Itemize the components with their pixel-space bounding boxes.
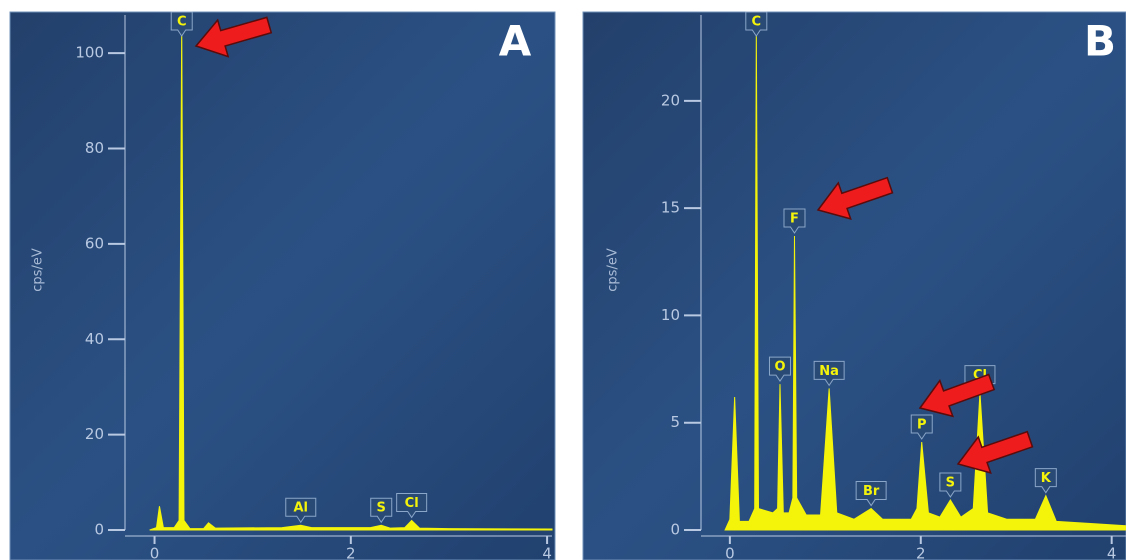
spectrum: [149, 19, 553, 531]
x-tick-label: 4: [1107, 545, 1117, 560]
peak-label: O: [774, 360, 785, 375]
peak-label: Cl: [405, 496, 419, 511]
arrow: [918, 373, 996, 418]
peak-label-box: [783, 208, 806, 234]
peak-label-box: [370, 497, 393, 524]
peak-label-box: [1034, 468, 1057, 494]
y-axis-label: cps/eV: [31, 248, 46, 292]
peak-label-box: [396, 492, 428, 519]
peak-label: S: [377, 501, 386, 516]
peak-label: P: [917, 418, 927, 433]
peak-label: Na: [819, 364, 839, 379]
panel-letter: B: [1084, 17, 1116, 66]
y-tick-label: 60: [85, 234, 104, 252]
peak-label-box: [910, 414, 933, 440]
arrows: [194, 16, 1034, 474]
y-tick-label: 80: [85, 139, 104, 157]
peak-label-box: [855, 481, 887, 507]
y-tick-label: 10: [661, 306, 680, 324]
y-tick-label: 15: [661, 199, 680, 217]
y-tick-label: 20: [85, 425, 104, 443]
spectrum: [724, 25, 1126, 531]
chart-panel: 0 20 40 60 80 100 0 2 4 cps/eV C Al S Cl A: [9, 11, 556, 560]
x-tick-label: 2: [916, 545, 926, 560]
y-tick-label: 5: [670, 413, 680, 431]
x-tick-label: 4: [542, 545, 552, 560]
y-tick-label: 100: [75, 44, 104, 62]
peak-label: K: [1041, 471, 1052, 486]
y-axis-label: cps/eV: [606, 248, 621, 292]
charts: 0 20 40 60 80 100 0 2 4 cps/eV C Al S Cl A 0 5 10 15 20 0 2 4 c…: [9, 11, 1126, 560]
peak-label: C: [177, 15, 187, 30]
peak-label: C: [752, 15, 762, 30]
y-tick-label: 40: [85, 330, 104, 348]
panel-background: [9, 11, 556, 560]
x-tick-label: 2: [346, 545, 356, 560]
arrow: [956, 430, 1034, 474]
x-tick-label: 0: [150, 545, 160, 560]
arrow: [194, 16, 273, 58]
y-tick-label: 0: [94, 521, 104, 539]
peak-label-box: [745, 11, 768, 37]
peak-label: S: [946, 475, 955, 490]
y-tick-label: 20: [661, 91, 680, 109]
y-tick-label: 0: [670, 521, 680, 539]
peak-label: F: [790, 212, 799, 227]
peak-label-box: [813, 360, 845, 387]
panel-letter: A: [499, 17, 532, 66]
peak-label-box: [170, 11, 193, 37]
peak-label-box: [285, 497, 317, 524]
peak-label-box: [768, 356, 791, 382]
x-tick-label: 0: [725, 545, 735, 560]
arrow: [816, 176, 894, 220]
peak-label-box: [939, 472, 962, 498]
peak-label: Br: [863, 484, 880, 499]
peak-label: Al: [293, 501, 308, 516]
